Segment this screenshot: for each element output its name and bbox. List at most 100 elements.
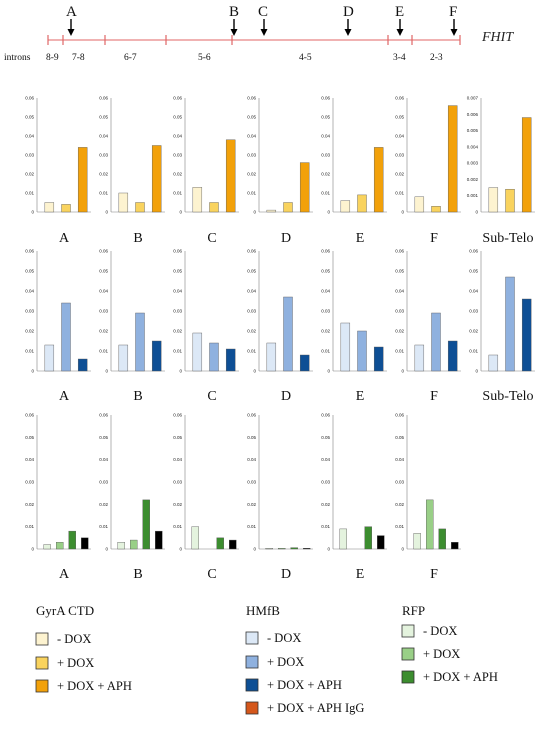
y-tick-label: 0.02	[247, 329, 256, 334]
category-label: D	[281, 389, 291, 404]
bar	[357, 330, 367, 372]
category-label: D	[281, 231, 291, 246]
y-tick-label: 0.06	[25, 96, 34, 101]
y-tick-label: 0.06	[395, 249, 404, 254]
y-tick-label: 0.02	[395, 502, 404, 507]
y-tick-label: 0.03	[247, 480, 256, 485]
site-label: B	[229, 4, 239, 20]
y-tick-label: 0.01	[321, 349, 330, 354]
y-tick-label: 0.03	[247, 309, 256, 314]
intron-label: 4-5	[299, 53, 312, 63]
category-label: B	[133, 231, 142, 246]
legend-swatch	[35, 679, 49, 693]
y-tick-label: 0.01	[247, 349, 256, 354]
y-tick-label: 0.01	[99, 524, 108, 529]
bar	[505, 276, 515, 372]
bar	[192, 332, 203, 372]
bar	[521, 117, 532, 213]
bar	[77, 147, 88, 213]
category-label: F	[430, 231, 438, 246]
bar-panel: 0 0.01 0.02 0.03 0.04 0.05 0.06 C	[173, 413, 239, 582]
y-tick-label: 0.04	[321, 289, 330, 294]
y-tick-label: 0.02	[99, 329, 108, 334]
y-tick-label: 0.06	[321, 249, 330, 254]
y-tick-label: 0.03	[25, 480, 34, 485]
y-tick-label: 0.02	[395, 172, 404, 177]
y-tick-label: 0.04	[395, 457, 404, 462]
bar-panel: 0 0.01 0.02 0.03 0.04 0.05 0.06 A	[25, 249, 91, 404]
y-tick-label: 0.06	[321, 413, 330, 418]
intron-label: 2-3	[430, 53, 443, 63]
y-tick-label: 0.006	[467, 112, 479, 117]
y-tick-label: 0.04	[395, 134, 404, 139]
bar	[43, 544, 51, 550]
bar	[505, 188, 515, 213]
y-tick-label: 0.01	[247, 191, 256, 196]
y-tick-label: 0	[327, 547, 330, 552]
bar-panel: 0 0.01 0.02 0.03 0.04 0.05 0.06 D	[247, 96, 313, 246]
intron-label: 5-6	[198, 53, 211, 63]
y-tick-label: 0.02	[173, 172, 182, 177]
bar-panel: 0 0.01 0.02 0.03 0.04 0.05 0.06 E	[321, 249, 387, 404]
charts: 00.010.020.030.040.050.06A00.010.020.030…	[25, 96, 535, 582]
y-tick-label: 0.02	[247, 502, 256, 507]
y-tick-label: 0.03	[395, 309, 404, 314]
y-tick-label: 0.02	[173, 329, 182, 334]
y-tick-label: 0.02	[321, 329, 330, 334]
y-tick-label: 0.03	[25, 309, 34, 314]
bar	[225, 348, 236, 372]
y-tick-label: 0.05	[321, 269, 330, 274]
y-tick-label: 0.01	[395, 349, 404, 354]
bar-panel: 0 0.01 0.02 0.03 0.04 0.05 0.06 A	[25, 413, 91, 582]
y-tick-label: 0.007	[467, 96, 479, 101]
y-tick-label: 0.01	[321, 191, 330, 196]
bar	[151, 340, 162, 372]
bar	[340, 322, 351, 372]
y-tick-label: 0.03	[173, 153, 182, 158]
legend-label: + DOX + APH IgG	[267, 701, 364, 715]
bar	[283, 296, 293, 372]
y-tick-label: 0.06	[99, 413, 108, 418]
site-arrow-head	[344, 29, 352, 36]
bar	[266, 342, 277, 372]
bar	[118, 192, 129, 213]
y-tick-label: 0.04	[173, 457, 182, 462]
y-tick-label: 0.06	[173, 249, 182, 254]
bar	[438, 528, 446, 550]
y-tick-label: 0	[105, 547, 108, 552]
y-tick-label: 0.03	[321, 480, 330, 485]
y-tick-label: 0.03	[395, 153, 404, 158]
legend-label: - DOX	[423, 624, 457, 638]
y-tick-label: 0	[179, 547, 182, 552]
bar	[56, 542, 64, 550]
y-tick-label: 0.01	[173, 191, 182, 196]
y-tick-label: 0	[105, 210, 108, 215]
bar-panel: 0 0.01 0.02 0.03 0.04 0.05 0.06 A	[25, 96, 91, 246]
fhit-gene-map: FHIT introns 8-9 7-8 6-7 5-6 4-5 3-4 2-3…	[4, 4, 514, 63]
bar	[339, 528, 347, 550]
category-label: C	[207, 389, 216, 404]
category-label: C	[207, 567, 216, 582]
y-tick-label: 0.06	[321, 96, 330, 101]
legend-swatch	[245, 701, 259, 715]
y-tick-label: 0.03	[247, 153, 256, 158]
y-tick-label: 0	[327, 210, 330, 215]
bar-panel: 0 0.001 0.002 0.003 0.004 0.005 0.006 0.007 Sub-…	[467, 96, 535, 246]
y-tick-label: 0.06	[25, 413, 34, 418]
bar	[357, 194, 367, 213]
y-tick-label: 0.05	[25, 269, 34, 274]
legend-title-hmfb: HMfB	[246, 603, 280, 618]
y-tick-label: 0.01	[247, 524, 256, 529]
bar	[68, 530, 76, 550]
y-tick-label: 0.005	[467, 128, 479, 133]
category-label: F	[430, 389, 438, 404]
legend-label: - DOX	[267, 631, 301, 645]
y-tick-label: 0.03	[173, 309, 182, 314]
y-tick-label: 0.05	[25, 435, 34, 440]
y-tick-label: 0	[475, 369, 478, 374]
y-tick-label: 0.06	[247, 249, 256, 254]
y-tick-label: 0.03	[395, 480, 404, 485]
y-tick-label: 0.06	[247, 96, 256, 101]
bar-panel: 0 0.01 0.02 0.03 0.04 0.05 0.06 D	[247, 413, 313, 582]
y-tick-label: 0.05	[99, 269, 108, 274]
